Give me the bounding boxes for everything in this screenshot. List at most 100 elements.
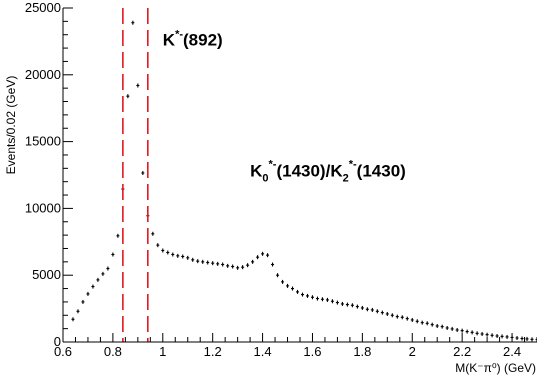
data-point (291, 287, 294, 291)
data-point (326, 298, 329, 302)
data-point (371, 308, 374, 312)
data-point (76, 309, 79, 313)
x-tick-label: 0.8 (104, 344, 122, 359)
data-point (471, 330, 474, 334)
data-point (451, 327, 454, 331)
data-point (521, 337, 524, 341)
data-point (116, 234, 119, 238)
y-tick-label: 10000 (25, 200, 61, 215)
data-point (266, 253, 269, 257)
annotation-k892: K*-(892) (163, 28, 223, 49)
x-axis-label: M(K⁻π⁰) (GeV) (455, 361, 536, 375)
data-point (436, 324, 439, 328)
data-point (481, 332, 484, 336)
data-point (386, 312, 389, 316)
data-point (181, 254, 184, 258)
data-point (516, 336, 519, 340)
data-point (496, 334, 499, 338)
x-tick-label: 1.4 (254, 344, 272, 359)
x-tick-label: 2.4 (503, 344, 521, 359)
data-point (531, 337, 534, 341)
data-point (191, 258, 194, 262)
data-point (391, 313, 394, 317)
data-point (101, 272, 104, 276)
data-point (86, 292, 89, 296)
data-point (231, 265, 234, 269)
data-point (261, 252, 264, 256)
data-point (176, 254, 179, 258)
data-point (446, 326, 449, 330)
data-point (91, 285, 94, 289)
data-point (166, 250, 169, 254)
data-point (416, 319, 419, 323)
data-point (486, 333, 489, 337)
data-point (126, 94, 129, 98)
data-point (466, 330, 469, 334)
data-point (151, 232, 154, 236)
y-tick-label: 25000 (25, 0, 61, 15)
data-point (501, 334, 504, 338)
data-point (426, 321, 429, 325)
data-point (276, 273, 279, 277)
data-point (196, 259, 199, 263)
annotation-k1430: K0*-(1430)/K2*-(1430) (250, 158, 406, 184)
data-point (281, 280, 284, 284)
data-point (221, 263, 224, 267)
data-point (241, 265, 244, 269)
y-tick-label: 20000 (25, 67, 61, 82)
x-tick-label: 1 (159, 344, 166, 359)
signal-window-lines (123, 8, 148, 342)
data-point (81, 300, 84, 304)
data-point (441, 325, 444, 329)
data-point (236, 266, 239, 270)
data-point (506, 335, 509, 339)
data-point (421, 321, 424, 325)
data-point (381, 311, 384, 315)
y-tick-label: 15000 (25, 134, 61, 149)
data-point (461, 329, 464, 333)
data-point (111, 252, 114, 256)
data-point (401, 315, 404, 319)
data-point (131, 21, 134, 25)
data-point (161, 248, 164, 252)
data-point (526, 337, 529, 341)
data-point (331, 299, 334, 303)
data-point (211, 261, 214, 265)
data-point (311, 295, 314, 299)
data-point (141, 171, 144, 175)
data-point (171, 252, 174, 256)
data-point (306, 294, 309, 298)
data-point (361, 306, 364, 310)
y-axis-label: Events/0.02 (GeV) (4, 76, 18, 175)
data-point (376, 309, 379, 313)
data-point (411, 318, 414, 322)
data-point (456, 328, 459, 332)
data-point (321, 297, 324, 301)
x-tick-label: 1.2 (204, 344, 222, 359)
data-point (96, 278, 99, 282)
data-point (206, 261, 209, 265)
data-point (296, 290, 299, 294)
data-point (251, 260, 254, 264)
data-point (341, 302, 344, 306)
data-point (406, 317, 409, 321)
data-point (301, 293, 304, 297)
data-point (396, 315, 399, 319)
x-tick-label: 2.2 (453, 344, 471, 359)
data-point (156, 243, 159, 247)
data-point (106, 267, 109, 271)
data-point (356, 305, 359, 309)
data-point (216, 262, 219, 266)
data-point (286, 284, 289, 288)
x-tick-label: 1.8 (353, 344, 371, 359)
data-point (186, 256, 189, 260)
data-point (476, 331, 479, 335)
annotations: K*-(892) K0*-(1430)/K2*-(1430) (163, 28, 406, 184)
data-point (316, 297, 319, 301)
x-tick-label: 1.6 (303, 344, 321, 359)
data-point (366, 307, 369, 311)
data-point (256, 255, 259, 259)
data-point (351, 303, 354, 307)
data-points (71, 21, 537, 342)
